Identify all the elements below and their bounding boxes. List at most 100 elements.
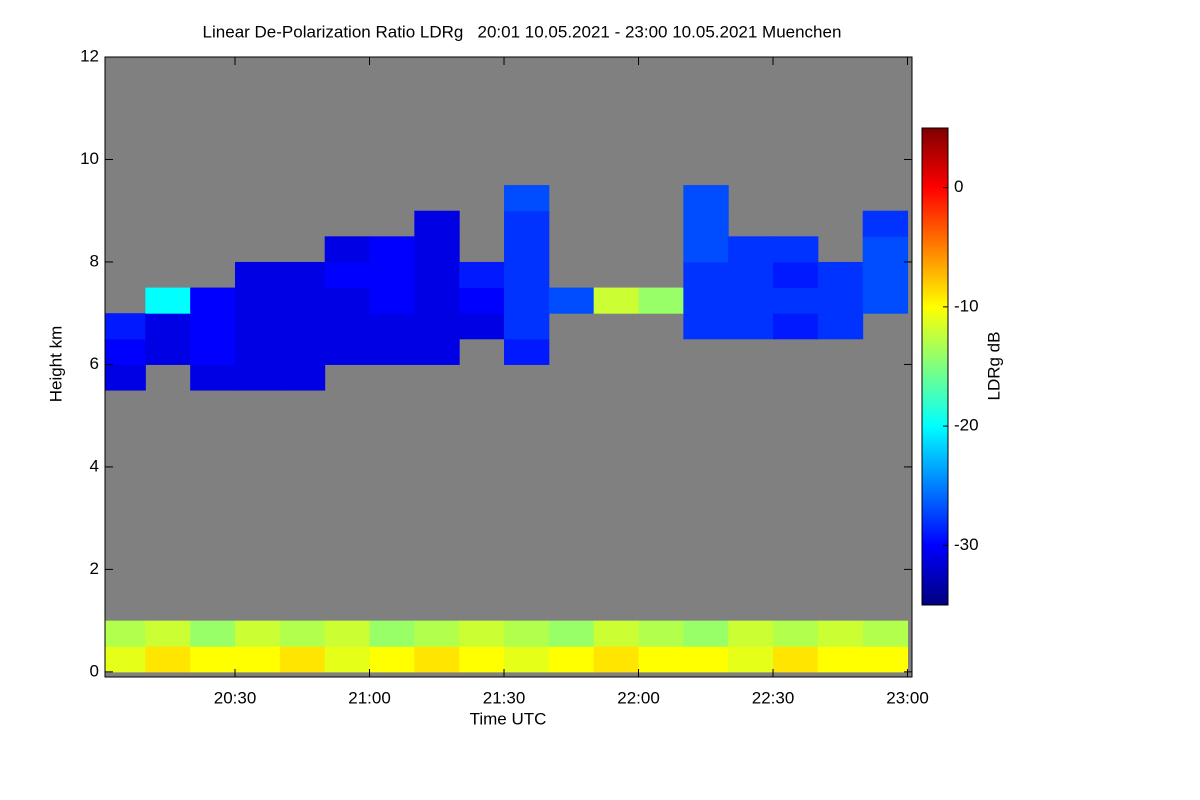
heatmap-cell [817,620,864,647]
heatmap-cell [279,313,326,340]
heatmap-cell [324,646,371,673]
heatmap-cell [414,620,460,647]
heatmap-cell [279,646,326,673]
heatmap-cell [773,646,819,673]
heatmap-cell [504,620,550,647]
heatmap-cell [728,261,774,289]
heatmap-cell [414,287,460,314]
heatmap-cell [324,236,371,263]
heatmap-cell [683,236,729,263]
x-tick-label: 23:00 [886,688,929,707]
colorbar-tick-label: -10 [954,296,979,315]
x-tick-label: 22:30 [752,688,795,707]
heatmap-cell [459,313,505,340]
heatmap-cell [773,236,819,263]
heatmap-cell [235,261,281,289]
heatmap-cell [817,261,864,289]
heatmap-cell [548,620,595,647]
heatmap-cell [105,620,146,647]
heatmap-cell [369,646,415,673]
heatmap-cell [817,313,864,340]
heatmap-cell [773,620,819,647]
heatmap-cell [459,620,505,647]
heatmap-cell [369,287,415,314]
x-axis-label: Time UTC [470,709,547,728]
heatmap-cell [593,287,640,314]
heatmap-cell [504,313,550,340]
heatmap-cell [145,287,191,314]
x-tick-label: 21:00 [348,688,391,707]
heatmap-cell [279,338,326,365]
y-tick-label: 10 [80,149,99,168]
heatmap-cell [279,261,326,289]
heatmap-cell [369,338,415,365]
y-tick-label: 8 [90,251,99,270]
heatmap-cell [459,646,505,673]
heatmap-cell [190,646,236,673]
heatmap-cell [862,646,909,673]
y-tick-label: 12 [80,46,99,65]
heatmap-cell [504,646,550,673]
heatmap-cell [190,287,236,314]
plot-frame [104,56,913,678]
heatmap-cell [279,287,326,314]
heatmap-cell [683,210,729,237]
heatmap-cell [683,313,729,340]
heatmap-cell [235,338,281,365]
colorbar-tick-label: 0 [954,177,963,196]
colorbar-tick-label: -20 [954,416,979,435]
heatmap-cell [414,210,460,237]
y-tick-label: 6 [90,354,99,373]
heatmap-cell [369,261,415,289]
heatmap-cell [324,313,371,340]
heatmap-cell [459,287,505,314]
heatmap-cell [235,313,281,340]
heatmap-cell [683,261,729,289]
heatmap-cell [728,236,774,263]
heatmap-cell [369,620,415,647]
heatmap-cell [683,185,729,212]
heatmap-cell [504,210,550,237]
heatmap-cell [235,620,281,647]
heatmap-cell [105,338,146,365]
heatmap-cell [414,236,460,263]
heatmap-cells [105,185,909,673]
heatmap-cell [638,620,684,647]
heatmap-cell [773,287,819,314]
heatmap-cell [683,646,729,673]
heatmap-cell [817,646,864,673]
y-tick-label: 4 [90,456,99,475]
heatmap-cell [862,210,909,237]
heatmap-cell [504,287,550,314]
heatmap-cell [638,287,684,314]
heatmap-cell [369,236,415,263]
heatmap-cell [145,620,191,647]
heatmap-cell [324,261,371,289]
heatmap-cell [324,287,371,314]
heatmap-cell [414,261,460,289]
heatmap-cell [145,646,191,673]
heatmap-cell [105,313,146,340]
chart-title: Linear De-Polarization Ratio LDRg 20:01 … [203,22,842,41]
heatmap-cell [728,620,774,647]
heatmap-cell [145,338,191,365]
heatmap-cell [504,261,550,289]
y-axis-label: Height km [46,326,65,403]
heatmap-cell [504,338,550,365]
heatmap-cell [593,646,640,673]
heatmap-cell [728,313,774,340]
heatmap-cell [324,338,371,365]
heatmap-cell [279,364,326,391]
heatmap-cell [593,620,640,647]
heatmap-cell [683,287,729,314]
heatmap-cell [728,646,774,673]
heatmap-cell [548,287,595,314]
heatmap-cell [190,620,236,647]
heatmap-cell [548,646,595,673]
heatmap-cell [190,313,236,340]
heatmap-cell [190,338,236,365]
heatmap-cell [235,287,281,314]
y-tick-label: 0 [90,661,99,680]
colorbar [921,127,949,606]
